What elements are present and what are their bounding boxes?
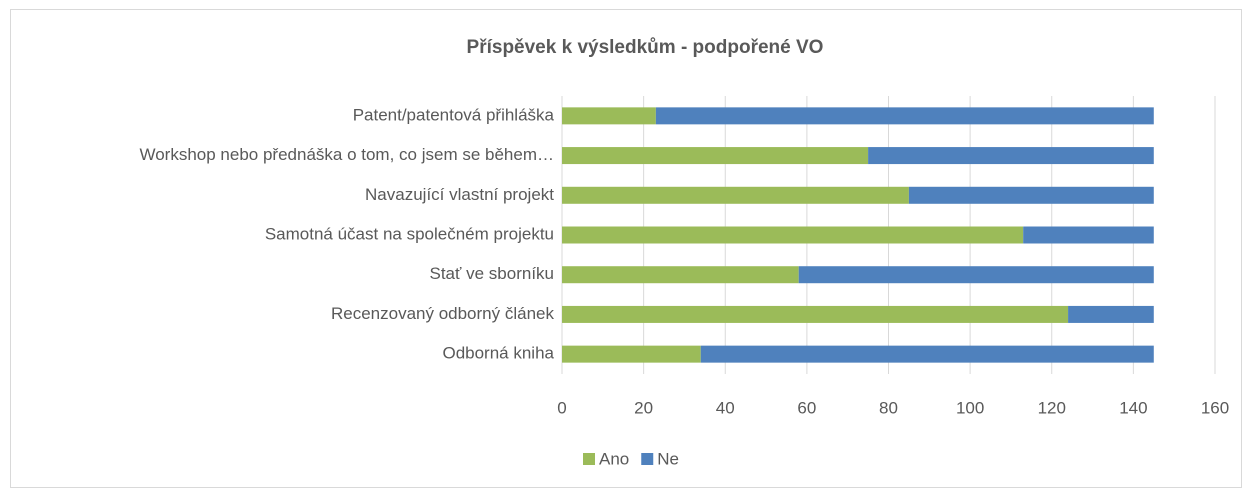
x-tick-label: 0	[557, 398, 566, 417]
x-tick-label: 40	[716, 398, 735, 417]
x-tick-label: 140	[1119, 398, 1147, 417]
bar	[562, 107, 656, 125]
bar	[908, 186, 1154, 204]
x-tick-label: 100	[956, 398, 984, 417]
bar	[562, 147, 869, 165]
x-tick-label: 120	[1038, 398, 1066, 417]
bar	[562, 186, 909, 204]
bar	[700, 345, 1154, 363]
bar	[868, 147, 1154, 165]
y-tick-label: Samotná účast na společném projektu	[265, 224, 554, 243]
bar	[655, 107, 1154, 125]
x-tick-label: 20	[634, 398, 653, 417]
legend-label: Ne	[657, 449, 679, 468]
y-tick-label: Navazující vlastní projekt	[365, 185, 554, 204]
chart-title: Příspěvek k výsledkům - podpořené VO	[467, 37, 824, 58]
bar	[798, 266, 1154, 284]
bar	[562, 226, 1024, 244]
bar	[1023, 226, 1154, 244]
y-tick-label: Stať ve sborníku	[430, 264, 555, 283]
x-tick-label: 80	[879, 398, 898, 417]
legend-swatch	[583, 453, 595, 465]
x-tick-label: 60	[797, 398, 816, 417]
bar	[1068, 305, 1154, 323]
y-tick-label: Workshop nebo přednáška o tom, co jsem s…	[139, 145, 554, 164]
bar	[562, 266, 799, 284]
x-tick-label: 160	[1201, 398, 1229, 417]
bar	[562, 345, 701, 363]
legend-label: Ano	[599, 449, 629, 468]
chart-border	[10, 9, 1242, 488]
y-tick-label: Odborná kniha	[442, 344, 554, 363]
bar	[562, 305, 1069, 323]
y-tick-label: Patent/patentová přihláška	[353, 105, 555, 124]
legend-swatch	[641, 453, 654, 465]
y-tick-label: Recenzovaný odborný článek	[331, 304, 555, 323]
